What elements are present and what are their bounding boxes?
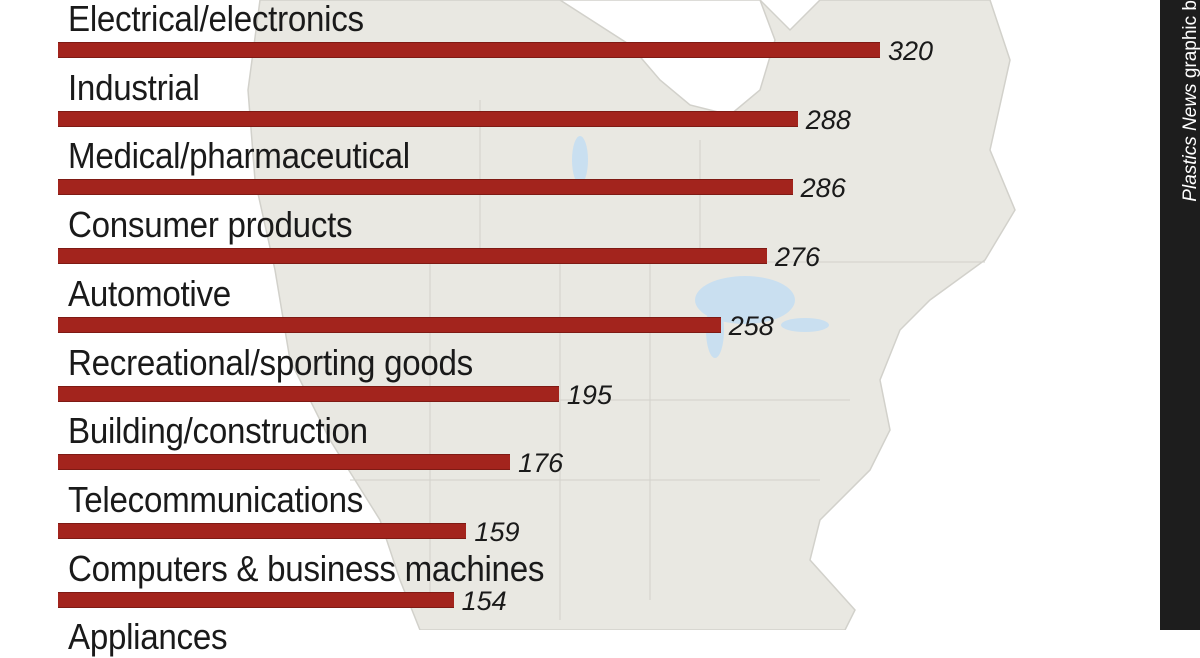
bar-building-construction [58,454,511,471]
lake-winnipeg-shape [572,136,588,184]
chart-figure: Electrical/electronics 320 Industrial 288 Me… [58,0,1200,658]
bar-consumer-products [58,248,767,265]
category-label-electrical-electronics: Electrical/electronics [68,0,364,39]
bar-telecommunications [58,522,467,539]
category-label-recreational-sporting-goods: Recreational/sporting goods [68,341,473,383]
value-label-electrical-electronics: 320 [888,36,934,66]
value-label-consumer-products: 276 [774,242,821,273]
bar-industrial [58,110,798,127]
bar-chart-area: Electrical/electronics 320 Industrial 288 Me… [58,0,934,657]
value-label-recreational-sporting-goods: 195 [566,379,612,410]
category-label-building-construction: Building/construction [68,410,368,452]
bar-computers-business-machines [58,591,454,608]
category-label-computers-business-machines: Computers & business machines [68,547,545,589]
bar-electrical-electronics [58,42,880,58]
bar-medical-pharmaceutical [58,179,793,196]
credit-strip [1160,0,1200,630]
graphic-credit: Plastics News graphic b [1180,0,1200,260]
category-label-appliances: Appliances [68,616,228,658]
category-label-telecommunications: Telecommunications [68,478,364,520]
category-label-consumer-products: Consumer products [68,204,353,246]
value-label-computers-business-machines: 154 [461,585,507,616]
value-label-medical-pharmaceutical: 286 [800,173,846,204]
category-label-medical-pharmaceutical: Medical/pharmaceutical [68,135,410,177]
credit-source: Plastics News [1180,83,1200,202]
value-label-building-construction: 176 [518,448,564,479]
lake-erie-shape [781,318,829,332]
bar-automotive [58,316,721,333]
category-label-automotive: Automotive [68,272,231,314]
value-label-telecommunications: 159 [474,516,520,547]
value-label-automotive: 258 [728,310,774,341]
credit-rest: graphic b [1180,0,1200,84]
bar-recreational-sporting-goods [58,385,559,402]
category-label-industrial: Industrial [68,66,200,108]
value-label-industrial: 288 [805,104,851,135]
